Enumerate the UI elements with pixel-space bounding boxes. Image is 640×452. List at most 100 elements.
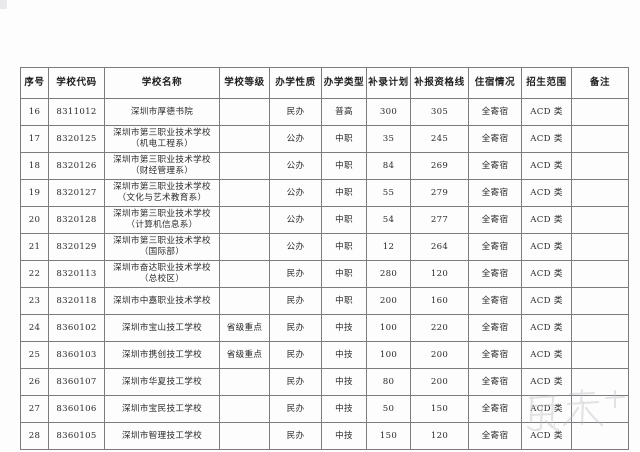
cell-school-type: 中技 xyxy=(321,314,367,342)
cell-school-type: 中职 xyxy=(321,152,367,180)
cell-remark xyxy=(571,422,629,450)
cell-school-level xyxy=(219,152,270,180)
school-name-line-1: 深圳市第三职业技术学校 xyxy=(113,236,211,247)
cell-admission-scope: ACD 类 xyxy=(521,287,572,315)
cell-school-type: 中职 xyxy=(321,179,367,207)
cell-school-level xyxy=(219,125,270,153)
cell-qualification-score: 279 xyxy=(410,179,469,207)
cell-sequence-number: 24 xyxy=(20,314,49,342)
table-row: 24 8360102 深圳市宝山技工学校 省级重点 民办 中技 100 220 全寄宿 ACD 类 xyxy=(20,314,629,342)
table-row: 19 8320127 深圳市第三职业技术学校 （文化与艺术教育系） 公办 中职 55 279 全… xyxy=(20,179,629,207)
cell-school-code: 8360105 xyxy=(48,422,105,450)
cell-boarding-status: 全寄宿 xyxy=(468,422,522,450)
cell-remark xyxy=(571,152,629,180)
cell-sequence-number: 18 xyxy=(20,152,49,180)
school-name-line-1: 深圳市携创技工学校 xyxy=(121,349,203,360)
school-name-line-1: 深圳市第三职业技术学校 xyxy=(113,209,211,220)
cell-remark xyxy=(571,260,629,288)
cell-school-name: 深圳市第三职业技术学校 （国际部） xyxy=(104,233,220,261)
cell-school-nature: 民办 xyxy=(269,98,322,126)
cell-school-nature: 民办 xyxy=(269,314,322,342)
col-header-nature: 办学性质 xyxy=(269,67,322,99)
cell-supplementary-plan: 280 xyxy=(366,260,411,288)
cell-sequence-number: 22 xyxy=(20,260,49,288)
cell-supplementary-plan: 55 xyxy=(366,179,411,207)
cell-admission-scope: ACD 类 xyxy=(521,260,572,288)
school-name-line-1: 深圳市宝山技工学校 xyxy=(121,322,203,333)
school-name-line-2: （计算机信息系） xyxy=(126,220,198,230)
cell-remark xyxy=(571,98,629,126)
cell-school-code: 8311012 xyxy=(48,98,105,126)
cell-remark xyxy=(571,125,629,153)
cell-boarding-status: 全寄宿 xyxy=(468,341,522,369)
cell-school-type: 普高 xyxy=(321,98,367,126)
cell-school-level xyxy=(219,260,270,288)
school-name-line-1: 深圳市宝民技工学校 xyxy=(121,403,203,414)
cell-remark xyxy=(571,206,629,234)
cell-remark xyxy=(571,368,629,396)
cell-qualification-score: 305 xyxy=(410,98,469,126)
cell-school-name: 深圳市中嘉职业技术学校 xyxy=(104,287,220,315)
cell-boarding-status: 全寄宿 xyxy=(468,206,522,234)
cell-qualification-score: 200 xyxy=(410,341,469,369)
cell-sequence-number: 21 xyxy=(20,233,49,261)
cell-school-level xyxy=(219,422,270,450)
cell-school-level xyxy=(219,206,270,234)
cell-school-name: 深圳市第三职业技术学校 （机电工程系） xyxy=(104,125,220,153)
cell-qualification-score: 160 xyxy=(410,287,469,315)
cell-sequence-number: 16 xyxy=(20,98,49,126)
cell-remark xyxy=(571,233,629,261)
col-header-scope: 招生范围 xyxy=(521,67,572,99)
table-row: 22 8320113 深圳市奋达职业技术学校 （总校区） 民办 中职 280 120 全寄宿 AC… xyxy=(20,260,629,288)
table-header-row: 序号 学校代码 学校名称 学校等级 办学性质 办学类型 补录计划 补报资格线 住… xyxy=(20,67,629,99)
cell-school-name: 深圳市携创技工学校 xyxy=(104,341,220,369)
col-header-code: 学校代码 xyxy=(48,67,105,99)
col-header-name: 学校名称 xyxy=(104,67,220,99)
cell-school-nature: 公办 xyxy=(269,206,322,234)
table-row: 27 8360106 深圳市宝民技工学校 民办 中技 50 150 全寄宿 ACD 类 xyxy=(20,395,629,423)
col-header-num: 序号 xyxy=(20,67,49,99)
school-name-line-1: 深圳市中嘉职业技术学校 xyxy=(113,295,211,306)
cell-admission-scope: ACD 类 xyxy=(521,422,572,450)
cell-qualification-score: 277 xyxy=(410,206,469,234)
cell-school-type: 中职 xyxy=(321,287,367,315)
cell-admission-scope: ACD 类 xyxy=(521,368,572,396)
cell-admission-scope: ACD 类 xyxy=(521,314,572,342)
cell-school-name: 深圳市华夏技工学校 xyxy=(104,368,220,396)
cell-qualification-score: 200 xyxy=(410,368,469,396)
cell-school-type: 中技 xyxy=(321,341,367,369)
school-name-line-1: 深圳市第三职业技术学校 xyxy=(113,182,211,193)
table-row: 28 8360105 深圳市智理技工学校 民办 中技 150 120 全寄宿 ACD 类 xyxy=(20,422,629,450)
col-header-level: 学校等级 xyxy=(219,67,270,99)
cell-school-type: 中职 xyxy=(321,206,367,234)
col-header-plan: 补录计划 xyxy=(366,67,411,99)
cell-school-type: 中职 xyxy=(321,260,367,288)
school-name-line-1: 深圳市智理技工学校 xyxy=(121,430,203,441)
cell-school-level xyxy=(219,287,270,315)
cell-school-level: 省级重点 xyxy=(219,341,270,369)
cell-qualification-score: 264 xyxy=(410,233,469,261)
school-name-line-1: 深圳市第三职业技术学校 xyxy=(113,155,211,166)
school-name-line-2: （总校区） xyxy=(139,274,185,284)
cell-supplementary-plan: 150 xyxy=(366,422,411,450)
cell-school-code: 8360107 xyxy=(48,368,105,396)
cell-admission-scope: ACD 类 xyxy=(521,179,572,207)
cell-boarding-status: 全寄宿 xyxy=(468,260,522,288)
cell-school-code: 8360106 xyxy=(48,395,105,423)
table-row: 16 8311012 深圳市厚德书院 民办 普高 300 305 全寄宿 ACD 类 xyxy=(20,98,629,126)
cell-school-code: 8320113 xyxy=(48,260,105,288)
col-header-line: 补报资格线 xyxy=(410,67,469,99)
cell-school-level: 省级重点 xyxy=(219,314,270,342)
school-name-line-2: （财经管理系） xyxy=(130,166,194,176)
cell-qualification-score: 120 xyxy=(410,422,469,450)
cell-remark xyxy=(571,395,629,423)
cell-school-level xyxy=(219,233,270,261)
cell-school-name: 深圳市厚德书院 xyxy=(104,98,220,126)
cell-school-code: 8320129 xyxy=(48,233,105,261)
cell-supplementary-plan: 35 xyxy=(366,125,411,153)
cell-school-name: 深圳市第三职业技术学校 （财经管理系） xyxy=(104,152,220,180)
cell-qualification-score: 120 xyxy=(410,260,469,288)
cell-school-code: 8320127 xyxy=(48,179,105,207)
cell-supplementary-plan: 12 xyxy=(366,233,411,261)
